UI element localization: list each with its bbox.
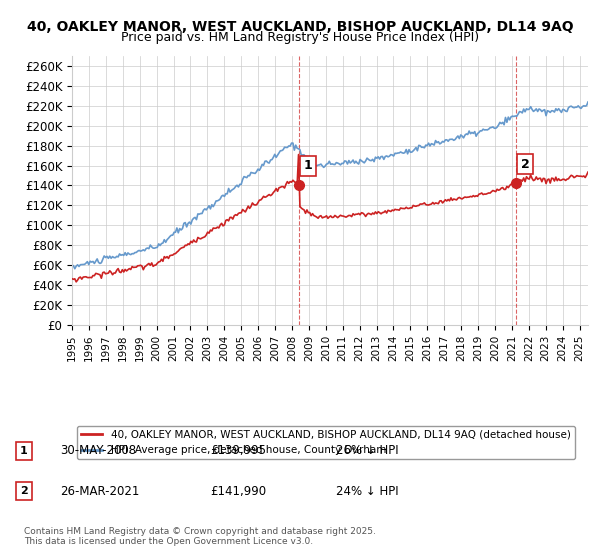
Text: 1: 1 (304, 160, 313, 172)
Text: 24% ↓ HPI: 24% ↓ HPI (336, 484, 398, 498)
Text: 40, OAKLEY MANOR, WEST AUCKLAND, BISHOP AUCKLAND, DL14 9AQ: 40, OAKLEY MANOR, WEST AUCKLAND, BISHOP … (26, 20, 574, 34)
Text: 2: 2 (521, 157, 530, 170)
Text: Price paid vs. HM Land Registry's House Price Index (HPI): Price paid vs. HM Land Registry's House … (121, 31, 479, 44)
Text: 26% ↓ HPI: 26% ↓ HPI (336, 444, 398, 458)
Text: Contains HM Land Registry data © Crown copyright and database right 2025.
This d: Contains HM Land Registry data © Crown c… (24, 526, 376, 546)
Text: 2: 2 (20, 486, 28, 496)
Text: £139,995: £139,995 (210, 444, 266, 458)
Text: 30-MAY-2008: 30-MAY-2008 (60, 444, 136, 458)
Text: 26-MAR-2021: 26-MAR-2021 (60, 484, 139, 498)
Legend: 40, OAKLEY MANOR, WEST AUCKLAND, BISHOP AUCKLAND, DL14 9AQ (detached house), HPI: 40, OAKLEY MANOR, WEST AUCKLAND, BISHOP … (77, 426, 575, 459)
Text: £141,990: £141,990 (210, 484, 266, 498)
Text: 1: 1 (20, 446, 28, 456)
